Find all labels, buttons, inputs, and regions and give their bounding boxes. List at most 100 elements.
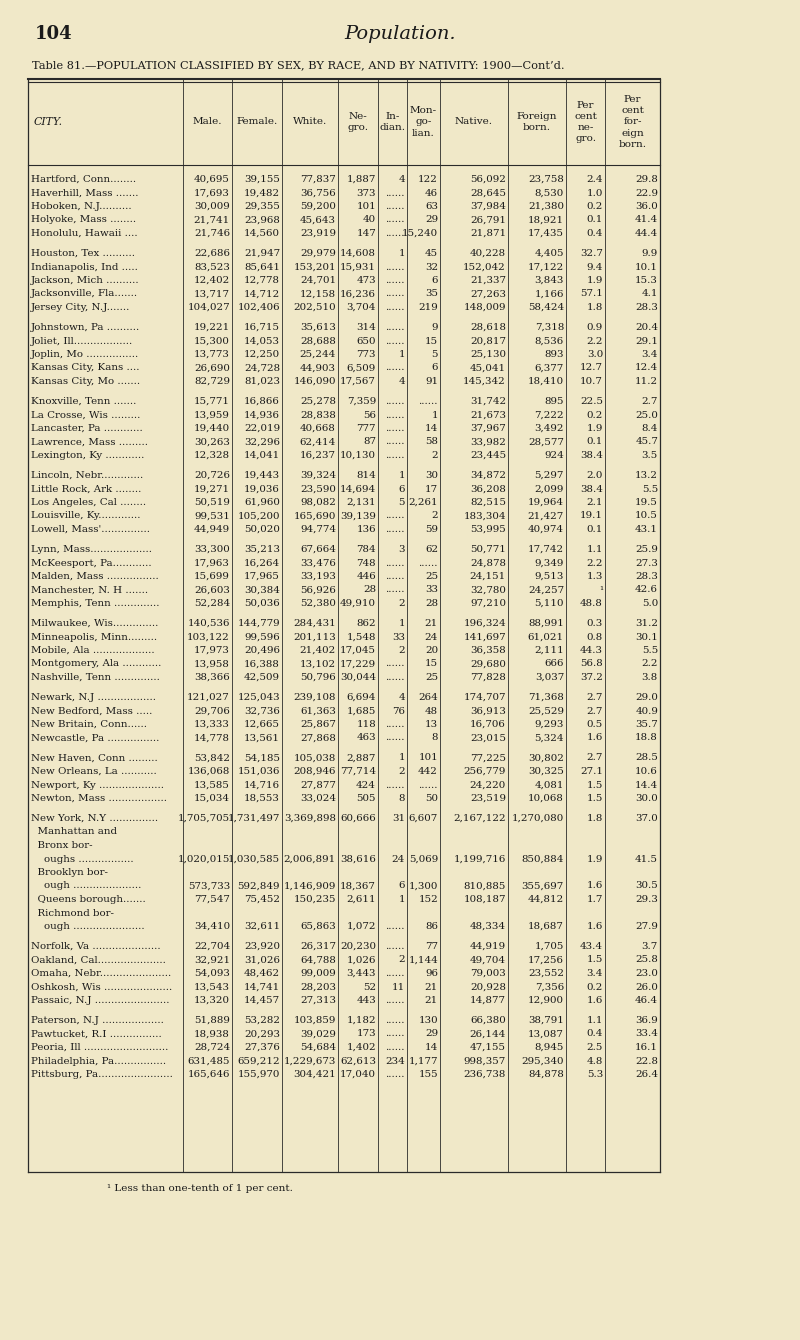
Text: ......: ...... <box>386 1029 405 1039</box>
Text: ......: ...... <box>386 733 405 742</box>
Text: 304,421: 304,421 <box>294 1071 336 1079</box>
Text: Joplin, Mo ................: Joplin, Mo ................ <box>31 350 139 359</box>
Text: New Haven, Conn .........: New Haven, Conn ......... <box>31 753 158 762</box>
Text: 37,967: 37,967 <box>470 423 506 433</box>
Text: 3.8: 3.8 <box>642 673 658 682</box>
Text: 1,685: 1,685 <box>346 706 376 716</box>
Text: Malden, Mass ................: Malden, Mass ................ <box>31 572 158 582</box>
Text: 151,036: 151,036 <box>238 766 280 776</box>
Text: 1.3: 1.3 <box>586 572 603 582</box>
Text: 11.2: 11.2 <box>635 377 658 386</box>
Text: 295,340: 295,340 <box>522 1056 564 1065</box>
Text: 1,182: 1,182 <box>346 1016 376 1025</box>
Text: 21: 21 <box>425 619 438 628</box>
Text: Richmond bor-: Richmond bor- <box>31 909 114 918</box>
Text: 5.5: 5.5 <box>642 646 658 655</box>
Text: 27,376: 27,376 <box>244 1043 280 1052</box>
Text: 13,958: 13,958 <box>194 659 230 669</box>
Text: 152: 152 <box>418 895 438 904</box>
Text: 23,758: 23,758 <box>528 176 564 184</box>
Text: 573,733: 573,733 <box>188 882 230 891</box>
Text: 6,694: 6,694 <box>346 693 376 702</box>
Text: 2.2: 2.2 <box>586 336 603 346</box>
Text: 3,369,898: 3,369,898 <box>284 813 336 823</box>
Text: 102,406: 102,406 <box>238 303 280 312</box>
Text: ......: ...... <box>386 673 405 682</box>
Text: 45: 45 <box>425 249 438 259</box>
Text: 666: 666 <box>545 659 564 669</box>
Text: 28,618: 28,618 <box>470 323 506 332</box>
Text: 2.1: 2.1 <box>586 498 603 507</box>
Text: 122: 122 <box>418 176 438 184</box>
Text: 895: 895 <box>545 397 564 406</box>
Text: 28,724: 28,724 <box>194 1043 230 1052</box>
Text: ......: ...... <box>386 276 405 285</box>
Text: 22.8: 22.8 <box>635 1056 658 1065</box>
Text: 40.9: 40.9 <box>635 706 658 716</box>
Text: Lawrence, Mass .........: Lawrence, Mass ......... <box>31 437 148 446</box>
Text: 50,519: 50,519 <box>194 498 230 507</box>
Text: 65,863: 65,863 <box>300 922 336 931</box>
Text: ......: ...... <box>386 410 405 419</box>
Text: 13.2: 13.2 <box>635 470 658 480</box>
Text: 130: 130 <box>418 1016 438 1025</box>
Text: 35.7: 35.7 <box>635 720 658 729</box>
Text: 32,296: 32,296 <box>244 437 280 446</box>
Text: 86: 86 <box>425 922 438 931</box>
Text: 4,081: 4,081 <box>534 780 564 789</box>
Text: 62,414: 62,414 <box>300 437 336 446</box>
Text: 41.4: 41.4 <box>635 216 658 225</box>
Text: 9: 9 <box>431 323 438 332</box>
Text: Passaic, N.J .......................: Passaic, N.J ....................... <box>31 996 170 1005</box>
Text: 4: 4 <box>398 693 405 702</box>
Text: 3.4: 3.4 <box>586 969 603 978</box>
Text: 145,342: 145,342 <box>463 377 506 386</box>
Text: 36.9: 36.9 <box>635 1016 658 1025</box>
Text: 50,796: 50,796 <box>300 673 336 682</box>
Text: 53,842: 53,842 <box>194 753 230 762</box>
Text: Philadelphia, Pa................: Philadelphia, Pa................ <box>31 1056 166 1065</box>
Text: ......: ...... <box>386 659 405 669</box>
Text: 3,443: 3,443 <box>346 969 376 978</box>
Text: 66,380: 66,380 <box>470 1016 506 1025</box>
Text: 121,027: 121,027 <box>187 693 230 702</box>
Text: 41.5: 41.5 <box>635 855 658 863</box>
Text: ......: ...... <box>386 263 405 272</box>
Text: 5.5: 5.5 <box>642 485 658 493</box>
Text: 2,167,122: 2,167,122 <box>454 813 506 823</box>
Text: 103,122: 103,122 <box>187 632 230 642</box>
Text: 0.2: 0.2 <box>586 202 603 210</box>
Text: 27.1: 27.1 <box>580 766 603 776</box>
Text: 18,687: 18,687 <box>528 922 564 931</box>
Text: 15,240: 15,240 <box>402 229 438 239</box>
Text: 19,036: 19,036 <box>244 485 280 493</box>
Text: 75,452: 75,452 <box>244 895 280 904</box>
Text: 54,185: 54,185 <box>244 753 280 762</box>
Text: 23,445: 23,445 <box>470 452 506 460</box>
Text: 40,668: 40,668 <box>300 423 336 433</box>
Text: Los Angeles, Cal ........: Los Angeles, Cal ........ <box>31 498 146 507</box>
Text: 19,964: 19,964 <box>528 498 564 507</box>
Text: 62: 62 <box>425 545 438 553</box>
Text: 8: 8 <box>431 733 438 742</box>
Text: 33,024: 33,024 <box>300 795 336 803</box>
Text: 33,982: 33,982 <box>470 437 506 446</box>
Text: 24,701: 24,701 <box>300 276 336 285</box>
Text: 12,778: 12,778 <box>244 276 280 285</box>
Text: 33,300: 33,300 <box>194 545 230 553</box>
Text: 21: 21 <box>425 996 438 1005</box>
Text: Lynn, Mass...................: Lynn, Mass................... <box>31 545 152 553</box>
Text: 28,645: 28,645 <box>470 189 506 197</box>
Text: 29.0: 29.0 <box>635 693 658 702</box>
Text: 0.8: 0.8 <box>586 632 603 642</box>
Text: 20.4: 20.4 <box>635 323 658 332</box>
Text: 1.5: 1.5 <box>586 955 603 965</box>
Text: 28: 28 <box>425 599 438 608</box>
Text: 25,278: 25,278 <box>300 397 336 406</box>
Text: 61,021: 61,021 <box>528 632 564 642</box>
Text: 2.7: 2.7 <box>586 693 603 702</box>
Text: Foreign
born.: Foreign born. <box>517 113 558 133</box>
Text: Joliet, Ill..................: Joliet, Ill.................. <box>31 336 134 346</box>
Text: 29,355: 29,355 <box>244 202 280 210</box>
Text: 27,877: 27,877 <box>300 780 336 789</box>
